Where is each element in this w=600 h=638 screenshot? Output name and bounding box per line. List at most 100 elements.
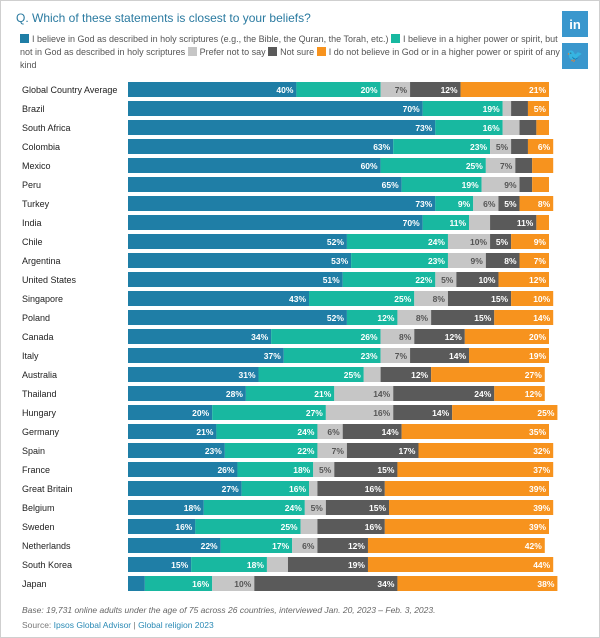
bar-segment [473, 196, 499, 211]
bar-segment [245, 386, 335, 401]
data-label: 63% [373, 142, 390, 152]
bar-segment [271, 329, 381, 344]
bar-segment [128, 329, 272, 344]
legend-label: I believe in God as described in holy sc… [32, 34, 389, 44]
bar-segment [511, 101, 528, 116]
category-label: South Korea [22, 560, 72, 570]
data-label: 16% [483, 123, 500, 133]
data-label: 16% [365, 522, 382, 532]
data-label: 31% [238, 370, 255, 380]
bar-segment [494, 386, 545, 401]
data-label: 37% [533, 465, 550, 475]
data-label: 17% [398, 446, 415, 456]
data-label: 15% [377, 465, 394, 475]
bar-segment [481, 177, 520, 192]
bar-segment [128, 196, 436, 211]
data-label: 5% [496, 237, 509, 247]
data-label: 16% [289, 484, 306, 494]
data-label: 24% [428, 237, 445, 247]
bar-segment [342, 424, 402, 439]
category-label: Colombia [22, 142, 60, 152]
source-link-ipsos[interactable]: Ipsos Global Advisor [53, 620, 132, 630]
bar-segment [536, 120, 549, 135]
category-label: Spain [22, 446, 45, 456]
linkedin-icon[interactable]: in [562, 11, 588, 37]
category-label: Italy [22, 351, 39, 361]
bar-segment [519, 177, 533, 192]
data-label: 9% [458, 199, 471, 209]
data-label: 51% [323, 275, 340, 285]
bar-segment [128, 310, 347, 325]
category-label: Turkey [22, 199, 50, 209]
legend-swatch [20, 34, 29, 43]
bar-segment [363, 367, 381, 382]
bar-segment [128, 272, 343, 287]
bar-segment [367, 538, 545, 553]
data-label: 7% [395, 85, 408, 95]
data-label: 44% [533, 560, 550, 570]
data-label: 16% [175, 522, 192, 532]
data-label: 12% [411, 370, 428, 380]
bar-segment [431, 310, 495, 325]
data-label: 23% [428, 256, 445, 266]
category-label: France [22, 465, 50, 475]
bar-segment [511, 234, 549, 249]
data-label: 10% [470, 237, 487, 247]
bar-segment [532, 158, 554, 173]
bar-segment [494, 310, 554, 325]
bar-segment [128, 481, 242, 496]
data-label: 7% [534, 256, 547, 266]
source-separator: | [131, 620, 139, 630]
bar-segment [422, 101, 503, 116]
bar-segment [304, 500, 326, 515]
data-label: 5% [311, 503, 324, 513]
bar-segment [128, 215, 423, 230]
bar-segment [511, 291, 554, 306]
bar-segment [519, 253, 549, 268]
bar-segment [128, 139, 394, 154]
question-title: Q. Which of these statements is closest … [16, 11, 311, 25]
bar-segment [128, 576, 145, 591]
bar-segment [237, 462, 314, 477]
legend-swatch [268, 47, 278, 56]
data-label: 21% [314, 389, 331, 399]
bar-segment [519, 196, 554, 211]
legend-swatch [316, 47, 326, 56]
bar-segment [334, 386, 394, 401]
data-label: 22% [201, 541, 218, 551]
data-label: 53% [331, 256, 348, 266]
bar-segment [128, 538, 221, 553]
data-label: 28% [226, 389, 243, 399]
category-label: United States [22, 275, 77, 285]
data-label: 52% [327, 313, 344, 323]
bar-segment [456, 272, 499, 287]
data-label: 25% [394, 294, 411, 304]
bar-segment [128, 158, 381, 173]
data-label: 6% [302, 541, 315, 551]
bar-segment [191, 557, 267, 572]
category-label: South Africa [22, 123, 71, 133]
bar-segment [212, 576, 255, 591]
bar-segment [216, 424, 318, 439]
bar-segment [498, 196, 520, 211]
bar-segment [128, 367, 259, 382]
data-label: 32% [533, 446, 550, 456]
bar-segment [317, 481, 385, 496]
category-label: Japan [22, 579, 47, 589]
bar-segment [431, 367, 545, 382]
bar-segment [309, 481, 318, 496]
data-label: 37% [264, 351, 281, 361]
data-label: 12% [525, 389, 542, 399]
category-label: Canada [22, 332, 54, 342]
source-prefix: Source: [22, 620, 54, 630]
legend-label: I do not believe in God or in a higher p… [20, 47, 560, 70]
twitter-icon[interactable]: 🐦 [562, 43, 588, 69]
data-label: 8% [416, 313, 429, 323]
data-label: 26% [217, 465, 234, 475]
bar-segment [485, 253, 520, 268]
data-label: 65% [382, 180, 399, 190]
source-link-report[interactable]: Global religion 2023 [138, 620, 214, 630]
legend-item-no-belief: I do not believe in God or in a higher p… [20, 47, 560, 70]
data-label: 27% [306, 408, 323, 418]
data-label: 5% [441, 275, 454, 285]
